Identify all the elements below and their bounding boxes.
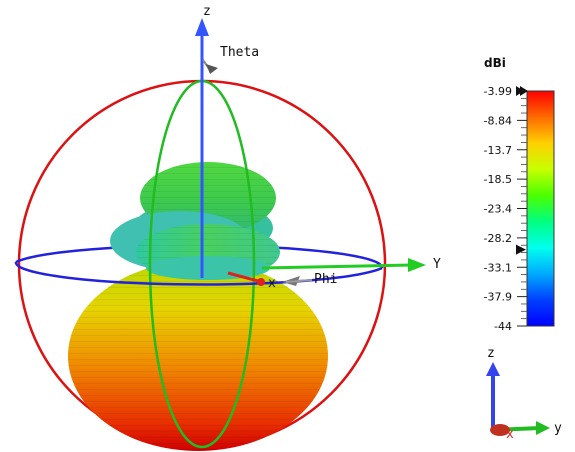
legend-tick-label: -3.99	[484, 85, 512, 98]
legend-tick-label: -23.4	[484, 203, 512, 216]
orientation-triad: z y x	[486, 346, 562, 442]
legend-colorbar	[526, 90, 555, 327]
triad-x-label: x	[506, 427, 514, 442]
legend-tick-label: -37.9	[484, 291, 512, 304]
legend-tick-label: -33.1	[484, 261, 512, 274]
theta-label: Theta	[220, 45, 259, 60]
color-legend: dBi -3.99-8.84-13.7-18.5-23.4-28.2-33.1-…	[484, 56, 555, 333]
legend-tick-label: -13.7	[484, 144, 512, 157]
theta-indicator-icon	[202, 59, 218, 74]
y-axis	[261, 258, 426, 272]
legend-max-marker-icon	[516, 86, 528, 96]
legend-unit-label: dBi	[484, 56, 506, 70]
radiation-pattern-lower-lobe	[68, 261, 328, 451]
phi-indicator-icon	[282, 276, 313, 286]
x-axis-label: x	[268, 276, 276, 291]
legend-value-marker-icon[interactable]	[516, 244, 526, 255]
y-axis-label: Y	[433, 257, 441, 272]
legend-tick-label: -8.84	[484, 114, 512, 127]
phi-label: Phi	[314, 272, 337, 287]
legend-tick-label: -18.5	[484, 173, 512, 186]
legend-tick-label: -28.2	[484, 232, 512, 245]
x-axis	[227, 271, 265, 286]
triad-z-label: z	[487, 346, 495, 361]
z-axis	[195, 18, 209, 278]
radiation-pattern-upper-lobe	[110, 162, 280, 280]
phi-circle-front	[14, 261, 383, 286]
legend-ticks: -3.99 -8.84 -13.7 -18.5 -23.4 -28.2 -33.1 -37.9…	[484, 85, 527, 333]
triad-y-label: y	[554, 421, 562, 436]
legend-tick-label: -44	[494, 320, 512, 333]
z-axis-label: z	[203, 4, 211, 19]
